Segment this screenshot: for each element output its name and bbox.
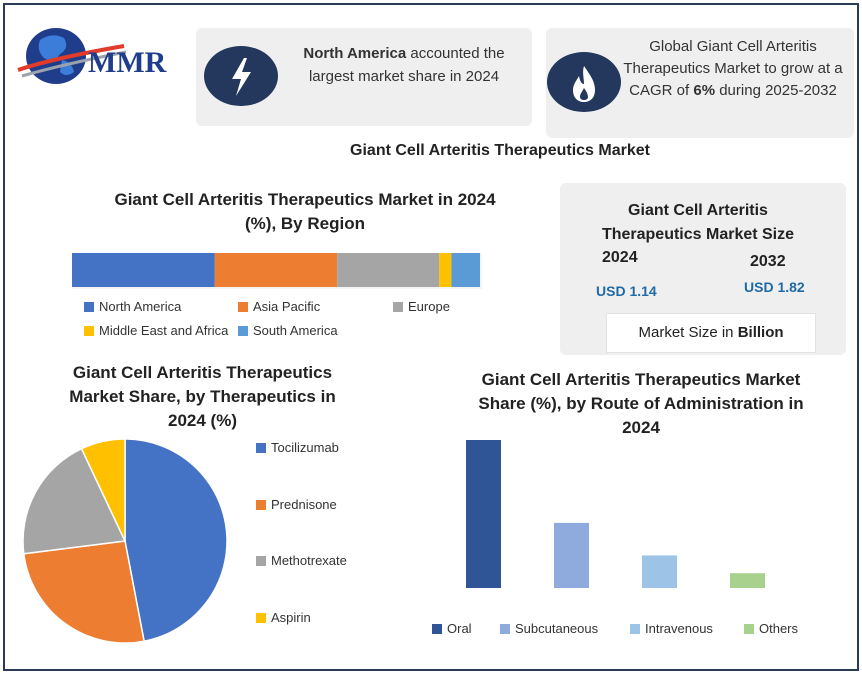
therapeutics-legend-tocilizumab: Tocilizumab: [256, 440, 339, 455]
legend-label: Methotrexate: [271, 553, 347, 568]
main-title: Giant Cell Arteritis Therapeutics Market: [350, 142, 650, 159]
region-stacked-bar: [72, 253, 482, 289]
globe-icon: [17, 28, 127, 84]
pie-slice-prednisone: [22, 540, 145, 644]
region-segment-north-america: [72, 253, 215, 287]
legend-label: Prednisone: [271, 497, 337, 512]
mmr-logo: MMR: [14, 18, 184, 88]
legend-swatch: [256, 442, 266, 453]
route-bar-intravenous: [642, 555, 677, 588]
legend-swatch: [84, 325, 94, 336]
market-size-title: Giant Cell Arteritis Therapeutics Market…: [601, 202, 795, 243]
market-size-unit-box: Market Size in Billion: [606, 313, 816, 353]
legend-label: Aspirin: [271, 610, 311, 625]
route-legend-others: Others: [744, 621, 798, 636]
pie-slice-tocilizumab: [124, 438, 228, 643]
region-legend-north-america: North America: [84, 299, 181, 314]
legend-label: Intravenous: [645, 621, 713, 636]
route-bar-chart: [466, 440, 765, 588]
region-segment-europe: [337, 253, 440, 287]
legend-label: North America: [99, 299, 182, 314]
legend-label: Asia Pacific: [253, 299, 321, 314]
pie-slice-methotrexate: [22, 447, 127, 555]
legend-label: Oral: [447, 621, 472, 636]
legend-label: Middle East and Africa: [99, 323, 229, 338]
highlight-region-card: North America accounted the largest mark…: [196, 28, 532, 126]
flame-icon-badge: [547, 52, 621, 112]
legend-swatch: [84, 301, 94, 312]
market-size-value-2024: USD 1.14: [596, 283, 657, 299]
therapeutics-pie-chart: [22, 438, 228, 644]
legend-swatch: [432, 623, 442, 634]
legend-swatch: [393, 301, 403, 312]
region-legend-middle-east-and-africa: Middle East and Africa: [84, 323, 228, 338]
market-size-card: Giant Cell Arteritis Therapeutics Market…: [560, 183, 846, 355]
legend-swatch: [238, 325, 248, 336]
region-chart-title: Giant Cell Arteritis Therapeutics Market…: [114, 190, 496, 233]
legend-swatch: [744, 623, 754, 634]
therapeutics-chart-title: Giant Cell Arteritis Therapeutics Market…: [69, 363, 336, 430]
route-bar-subcutaneous: [554, 522, 589, 588]
flame-icon: [573, 66, 595, 102]
market-size-year-2032: 2032: [750, 253, 786, 270]
pie-slice-aspirin: [80, 438, 126, 542]
route-legend-intravenous: Intravenous: [630, 621, 713, 636]
legend-swatch: [500, 623, 510, 634]
lightning-icon-badge: [204, 46, 278, 106]
route-chart-title: Giant Cell Arteritis Therapeutics Market…: [478, 370, 804, 437]
lightning-icon: [232, 58, 251, 96]
region-segment-middle-east-and-africa: [439, 253, 452, 287]
legend-label: Subcutaneous: [515, 621, 599, 636]
therapeutics-legend-methotrexate: Methotrexate: [256, 553, 347, 568]
region-legend-south-america: South America: [238, 323, 338, 338]
legend-label: Others: [759, 621, 799, 636]
legend-swatch: [238, 301, 248, 312]
route-bar-oral: [466, 440, 501, 588]
market-size-year-2024: 2024: [602, 249, 638, 266]
highlight-cagr-card: Global Giant Cell Arteritis Therapeutics…: [546, 28, 854, 138]
therapeutics-legend-prednisone: Prednisone: [256, 497, 337, 512]
legend-swatch: [256, 555, 266, 566]
therapeutics-legend-aspirin: Aspirin: [256, 610, 311, 625]
legend-label: Europe: [408, 299, 450, 314]
region-segment-south-america: [451, 253, 480, 287]
region-legend-asia-pacific: Asia Pacific: [238, 299, 320, 314]
logo-text: MMR: [88, 46, 167, 79]
legend-label: South America: [253, 323, 338, 338]
region-legend-europe: Europe: [393, 299, 450, 314]
legend-swatch: [630, 623, 640, 634]
highlight-cagr-text: Global Giant Cell Arteritis Therapeutics…: [623, 38, 843, 99]
region-segment-asia-pacific: [214, 253, 338, 287]
legend-label: Tocilizumab: [271, 440, 339, 455]
legend-swatch: [256, 499, 266, 510]
route-legend-oral: Oral: [432, 621, 472, 636]
highlight-region-text: North America accounted the largest mark…: [303, 45, 505, 85]
route-bar-others: [730, 573, 765, 588]
route-legend-subcutaneous: Subcutaneous: [500, 621, 598, 636]
legend-swatch: [256, 612, 266, 623]
market-size-value-2032: USD 1.82: [744, 279, 805, 295]
